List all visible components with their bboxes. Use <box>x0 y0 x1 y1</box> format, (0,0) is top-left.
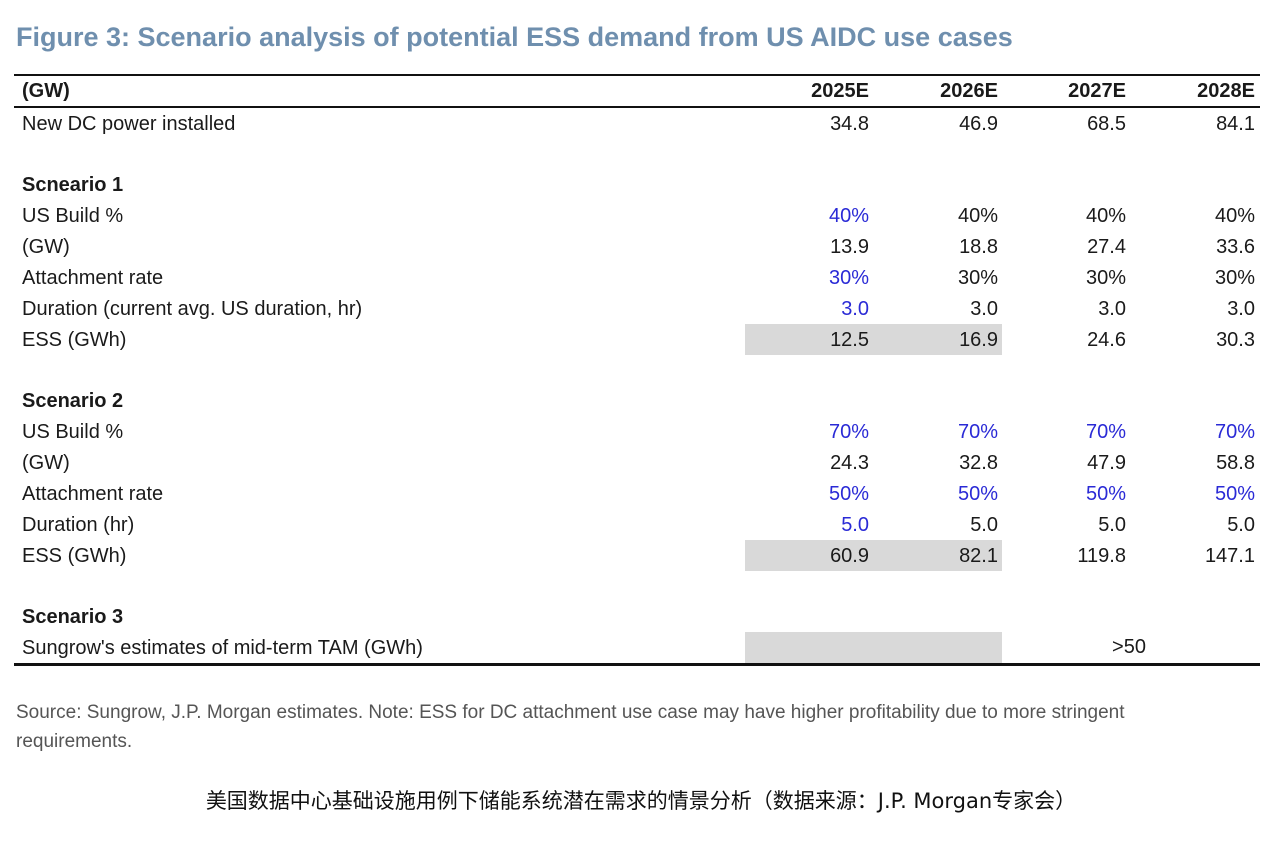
cell-value: 3.0 <box>1098 297 1126 320</box>
cell-value: 5.0 <box>1098 513 1126 536</box>
year-header-2025: 2025E <box>811 80 869 102</box>
section-spacer <box>14 139 1260 169</box>
cell-value: 40% <box>1085 204 1126 227</box>
row-label: Duration (hr) <box>22 513 135 536</box>
cell-value-input: 70% <box>828 420 869 443</box>
table-row-new-dc: New DC power installed 34.8 46.9 68.5 84… <box>14 108 1260 139</box>
figure-caption: 美国数据中心基础设施用例下储能系统潜在需求的情景分析（数据来源：J.P. Mor… <box>205 789 1077 813</box>
cell-value: 34.8 <box>830 112 869 135</box>
table-row-tam: Sungrow's estimates of mid-term TAM (GWh… <box>14 632 1260 663</box>
table-bottom-rule <box>14 663 1260 666</box>
table-row-ess: ESS (GWh) 12.5 16.9 24.6 30.3 <box>14 324 1260 355</box>
highlight-shade <box>745 324 1002 355</box>
cell-value: 60.9 <box>830 544 869 567</box>
scenario1-heading: Scneario 1 <box>22 173 124 196</box>
table-row: Duration (hr) 5.0 5.0 5.0 5.0 <box>14 509 1260 540</box>
scenario1-heading-row: Scneario 1 <box>14 169 1260 200</box>
table-row: US Build % 40% 40% 40% 40% <box>14 200 1260 231</box>
scenario-table: (GW) 2025E 2026E 2027E 2028E New DC powe… <box>14 74 1260 666</box>
unit-header: (GW) <box>22 80 70 102</box>
cell-value: 5.0 <box>1227 513 1255 536</box>
highlight-shade <box>745 632 1002 663</box>
section-spacer <box>14 355 1260 385</box>
source-note: Source: Sungrow, J.P. Morgan estimates. … <box>16 702 1125 752</box>
cell-value: 119.8 <box>1077 544 1126 567</box>
year-header-2028: 2028E <box>1197 80 1255 102</box>
cell-value: 46.9 <box>959 112 998 135</box>
row-label: US Build % <box>22 204 124 227</box>
cell-value-input: 50% <box>1085 482 1126 505</box>
cell-value: 40% <box>1214 204 1255 227</box>
cell-value: 32.8 <box>959 451 998 474</box>
cell-value: 13.9 <box>830 235 869 258</box>
highlight-shade <box>745 540 1002 571</box>
row-label: New DC power installed <box>22 112 236 135</box>
cell-value-input: 40% <box>828 204 869 227</box>
cell-value-input: 3.0 <box>841 297 869 320</box>
cell-value: 40% <box>957 204 998 227</box>
table-row: (GW) 13.9 18.8 27.4 33.6 <box>14 231 1260 262</box>
cell-value-input: 5.0 <box>841 513 869 536</box>
row-label: (GW) <box>22 451 70 474</box>
cell-value: 30% <box>1085 266 1126 289</box>
row-label: Duration (current avg. US duration, hr) <box>22 297 363 320</box>
cell-value: 82.1 <box>959 544 998 567</box>
cell-value: 30% <box>957 266 998 289</box>
cell-value: 27.4 <box>1087 235 1126 258</box>
table-row: (GW) 24.3 32.8 47.9 58.8 <box>14 447 1260 478</box>
table-row: Duration (current avg. US duration, hr) … <box>14 293 1260 324</box>
cell-value: 147.1 <box>1204 544 1255 567</box>
row-label: ESS (GWh) <box>22 328 127 351</box>
cell-value: 5.0 <box>970 513 998 536</box>
cell-value-input: 50% <box>957 482 998 505</box>
row-label: Attachment rate <box>22 266 164 289</box>
row-label: Sungrow's estimates of mid-term TAM (GWh… <box>22 636 423 659</box>
cell-value-input: 70% <box>1085 420 1126 443</box>
cell-value-input: 30% <box>828 266 869 289</box>
cell-value-input: 50% <box>1214 482 1255 505</box>
row-label: Attachment rate <box>22 482 164 505</box>
cell-value: 3.0 <box>970 297 998 320</box>
cell-value-input: 50% <box>828 482 869 505</box>
cell-value: 30% <box>1214 266 1255 289</box>
cell-value: 16.9 <box>959 328 998 351</box>
table-row: Attachment rate 50% 50% 50% 50% <box>14 478 1260 509</box>
table-header-row: (GW) 2025E 2026E 2027E 2028E <box>14 76 1260 108</box>
table-row-ess: ESS (GWh) 60.9 82.1 119.8 147.1 <box>14 540 1260 571</box>
cell-value: 24.6 <box>1087 328 1126 351</box>
tam-value: >50 <box>1112 636 1146 658</box>
row-label: ESS (GWh) <box>22 544 127 567</box>
table-top-rule <box>14 74 1260 76</box>
cell-value: 3.0 <box>1227 297 1255 320</box>
cell-value: 47.9 <box>1087 451 1126 474</box>
table-row: US Build % 70% 70% 70% 70% <box>14 416 1260 447</box>
cell-value: 84.1 <box>1216 112 1255 135</box>
cell-value: 12.5 <box>830 328 869 351</box>
cell-value: 24.3 <box>830 451 869 474</box>
scenario3-heading: Scenario 3 <box>22 605 124 628</box>
year-header-2026: 2026E <box>940 80 998 102</box>
cell-value: 33.6 <box>1216 235 1255 258</box>
figure-title: Figure 3: Scenario analysis of potential… <box>16 22 1013 52</box>
cell-value: 30.3 <box>1216 328 1255 351</box>
cell-value-input: 70% <box>957 420 998 443</box>
cell-value-input: 70% <box>1214 420 1255 443</box>
row-label: US Build % <box>22 420 124 443</box>
cell-value: 58.8 <box>1216 451 1255 474</box>
row-label: (GW) <box>22 235 70 258</box>
scenario3-heading-row: Scenario 3 <box>14 601 1260 632</box>
table-row: Attachment rate 30% 30% 30% 30% <box>14 262 1260 293</box>
cell-value: 68.5 <box>1087 112 1126 135</box>
year-header-2027: 2027E <box>1068 80 1126 102</box>
section-spacer <box>14 571 1260 601</box>
scenario2-heading-row: Scenario 2 <box>14 385 1260 416</box>
scenario2-heading: Scenario 2 <box>22 389 124 412</box>
cell-value: 18.8 <box>959 235 998 258</box>
